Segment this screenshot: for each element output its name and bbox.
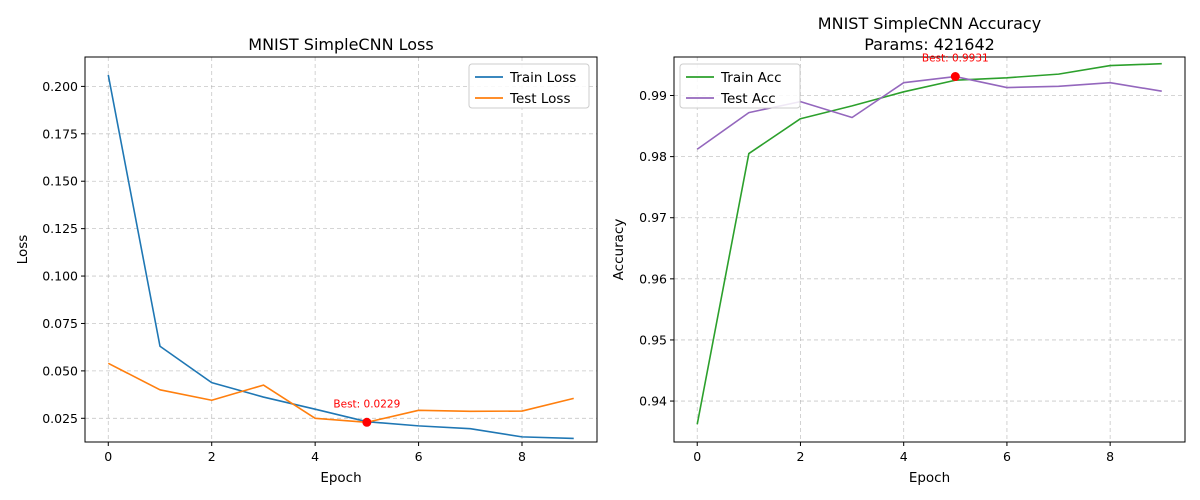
- accuracy-chart: 0 2 4 6 8 0.94 0.95 0.96 0.97 0.98 0.99 Epoch Accura…: [611, 14, 1186, 486]
- x-tick-label: 4: [311, 449, 319, 464]
- y-tick-label: 0.98: [639, 149, 667, 164]
- y-tick-label: 0.96: [639, 271, 667, 286]
- x-tick-label: 6: [415, 449, 423, 464]
- y-tick-label: 0.97: [639, 210, 667, 225]
- x-tick-label: 6: [1003, 449, 1011, 464]
- x-tick-label: 4: [900, 449, 908, 464]
- best-point-marker: [950, 72, 960, 82]
- y-tick-label: 0.94: [639, 394, 667, 409]
- chart-title: MNIST SimpleCNN Loss: [248, 35, 433, 54]
- y-axis-label: Loss: [15, 235, 31, 265]
- y-tick-label: 0.175: [42, 126, 78, 141]
- x-tick-label: 8: [1106, 449, 1114, 464]
- x-tick-label: 0: [693, 449, 701, 464]
- best-annotation: Best: 0.0229: [333, 398, 400, 410]
- y-tick-label: 0.100: [42, 269, 78, 284]
- best-point-marker: [362, 417, 372, 427]
- legend: Train Loss Test Loss: [468, 63, 590, 109]
- y-tick-label: 0.050: [42, 363, 78, 378]
- plot-frame: [673, 56, 1186, 443]
- x-tick-label: 2: [208, 449, 216, 464]
- legend-entry: Train Loss: [509, 70, 576, 86]
- plot-frame: [84, 56, 598, 443]
- series-line-train-acc: [696, 62, 1162, 425]
- y-tick-label: 0.125: [42, 221, 78, 236]
- y-tick-label: 0.200: [42, 79, 78, 94]
- x-tick-label: 0: [104, 449, 112, 464]
- y-tick-label: 0.150: [42, 174, 78, 189]
- y-axis-label: Accuracy: [611, 219, 627, 281]
- y-tick-label: 0.95: [639, 332, 667, 347]
- series-line-test-loss: [107, 362, 574, 424]
- y-tick-label: 0.025: [42, 411, 78, 426]
- legend-box: [679, 63, 801, 109]
- x-axis-label: Epoch: [320, 470, 361, 486]
- y-tick-label: 0.075: [42, 316, 78, 331]
- legend-box: [468, 63, 590, 109]
- legend-entry: Test Loss: [509, 91, 571, 107]
- x-axis-label: Epoch: [909, 470, 950, 486]
- x-tick-label: 8: [518, 449, 526, 464]
- best-annotation: Best: 0.9931: [922, 53, 989, 65]
- legend-entry: Test Acc: [720, 91, 776, 107]
- x-tick-label: 2: [796, 449, 804, 464]
- loss-chart: 0 2 4 6 8 0.025 0.050 0.075 0.100 0.125 0.150 0.175…: [15, 35, 598, 486]
- chart-subtitle: Params: 421642: [864, 35, 995, 54]
- y-tick-label: 0.99: [639, 88, 667, 103]
- legend-entry: Train Acc: [720, 70, 782, 86]
- series-line-train-loss: [107, 74, 574, 440]
- legend: Train Acc Test Acc: [679, 63, 801, 109]
- chart-title: MNIST SimpleCNN Accuracy: [818, 14, 1041, 33]
